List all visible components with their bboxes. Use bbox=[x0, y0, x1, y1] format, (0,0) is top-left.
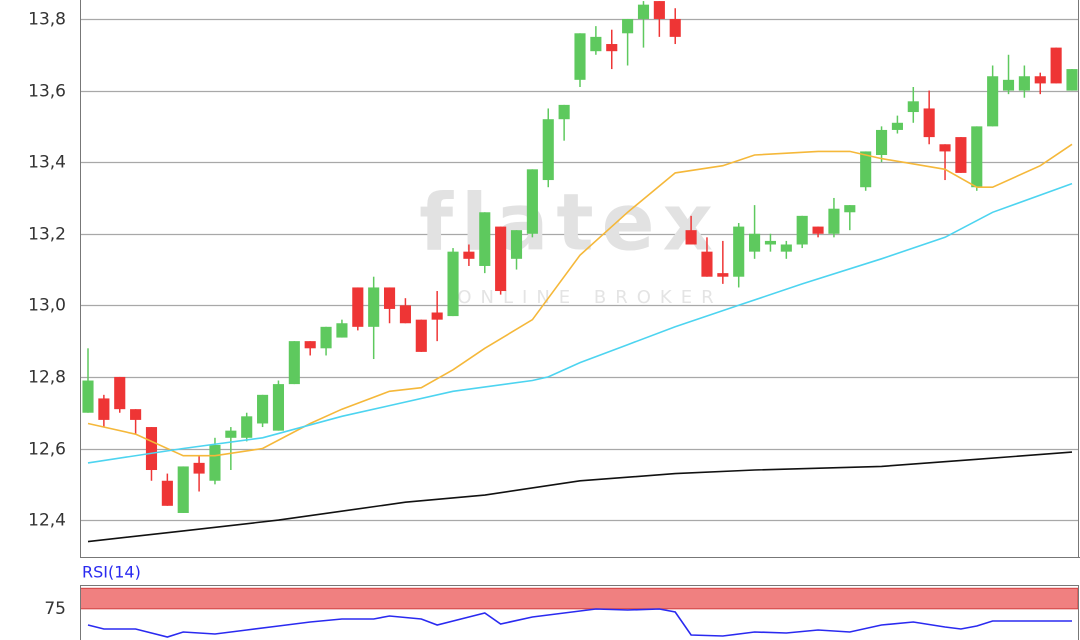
y-tick-label: 12,8 bbox=[28, 368, 66, 388]
moving-average-line bbox=[87, 143, 1073, 457]
candle-body bbox=[780, 244, 792, 252]
candle-body bbox=[622, 18, 634, 34]
candle-body bbox=[526, 169, 538, 234]
candle-body bbox=[177, 466, 189, 513]
rsi-label: RSI(14) bbox=[82, 563, 141, 582]
watermark: flatex ONLINE BROKER bbox=[419, 178, 722, 308]
candle-body bbox=[971, 126, 983, 188]
candle-body bbox=[828, 208, 840, 234]
y-tick-label: 13,0 bbox=[28, 296, 66, 316]
candle-body bbox=[701, 251, 713, 277]
y-tick-label: 12,4 bbox=[28, 511, 66, 531]
candle-body bbox=[225, 430, 237, 438]
candle-body bbox=[653, 1, 665, 19]
overbought-band bbox=[80, 587, 1079, 610]
candle-body bbox=[1002, 79, 1015, 91]
moving-average-line bbox=[87, 451, 1073, 543]
candle-body bbox=[130, 409, 142, 420]
candle-body bbox=[717, 273, 729, 277]
candle-body bbox=[558, 104, 570, 120]
candle-body bbox=[685, 230, 697, 245]
candle-body bbox=[193, 462, 205, 474]
candle-body bbox=[891, 122, 903, 130]
candle-body bbox=[669, 18, 681, 37]
candle-body bbox=[542, 119, 554, 181]
candle-body bbox=[764, 240, 777, 245]
candle-body bbox=[987, 76, 999, 127]
main-plot bbox=[82, 1, 1078, 543]
candle-body bbox=[590, 36, 602, 52]
tick-labels: 12,4 12,6 12,8 13,0 13,2 13,4 13,6 13,8 75 bbox=[28, 10, 66, 619]
candle-body bbox=[1034, 76, 1046, 84]
candle-body bbox=[161, 480, 173, 506]
candle-body bbox=[257, 394, 269, 424]
candle-body bbox=[749, 233, 761, 252]
candle-body bbox=[352, 287, 364, 327]
candle-body bbox=[479, 212, 491, 266]
y-tick-label: 12,6 bbox=[28, 440, 66, 460]
candle-body bbox=[320, 326, 332, 349]
candle-body bbox=[431, 312, 443, 320]
y-tick-label: 13,2 bbox=[28, 225, 66, 245]
y-tick-label: 75 bbox=[44, 599, 66, 619]
candle-body bbox=[637, 4, 650, 19]
candle-body bbox=[145, 427, 158, 471]
candle-body bbox=[1050, 47, 1062, 84]
candle-body bbox=[923, 108, 935, 138]
candle-body bbox=[1066, 69, 1078, 91]
candle-body bbox=[812, 226, 824, 234]
candle-body bbox=[907, 101, 919, 113]
candle-body bbox=[241, 416, 253, 438]
candle-body bbox=[860, 151, 872, 188]
candle-body bbox=[955, 137, 967, 173]
y-tick-label: 13,4 bbox=[28, 153, 66, 173]
rsi-line bbox=[87, 608, 1072, 638]
candle-body bbox=[368, 287, 380, 327]
candle-body bbox=[495, 226, 507, 292]
candle-body bbox=[606, 44, 618, 52]
candle-body bbox=[304, 341, 316, 349]
candle-body bbox=[463, 251, 475, 259]
candle-body bbox=[399, 305, 411, 324]
candle-body bbox=[288, 341, 300, 385]
candle-body bbox=[447, 251, 459, 317]
main-panel-background bbox=[80, 18, 1078, 522]
candle-body bbox=[336, 323, 348, 338]
candle-body bbox=[574, 33, 586, 80]
candle-body bbox=[1018, 76, 1030, 91]
y-tick-label: 13,6 bbox=[28, 82, 66, 102]
watermark-subtitle: ONLINE BROKER bbox=[457, 287, 722, 308]
candle-body bbox=[875, 129, 888, 156]
candle-body bbox=[209, 444, 221, 481]
candle-body bbox=[939, 144, 951, 152]
moving-average-line bbox=[87, 182, 1073, 464]
candle-body bbox=[844, 205, 856, 213]
candle-body bbox=[383, 287, 396, 309]
candle-body bbox=[796, 215, 808, 245]
y-tick-label: 13,8 bbox=[28, 10, 66, 30]
candle-body bbox=[415, 319, 427, 352]
candle-body bbox=[98, 398, 110, 420]
candle-body bbox=[272, 384, 285, 431]
candle-body bbox=[114, 376, 126, 410]
candle-body bbox=[82, 380, 94, 413]
candle-body bbox=[733, 226, 745, 277]
candle-body bbox=[510, 230, 523, 259]
rsi-frame bbox=[80, 585, 1079, 640]
